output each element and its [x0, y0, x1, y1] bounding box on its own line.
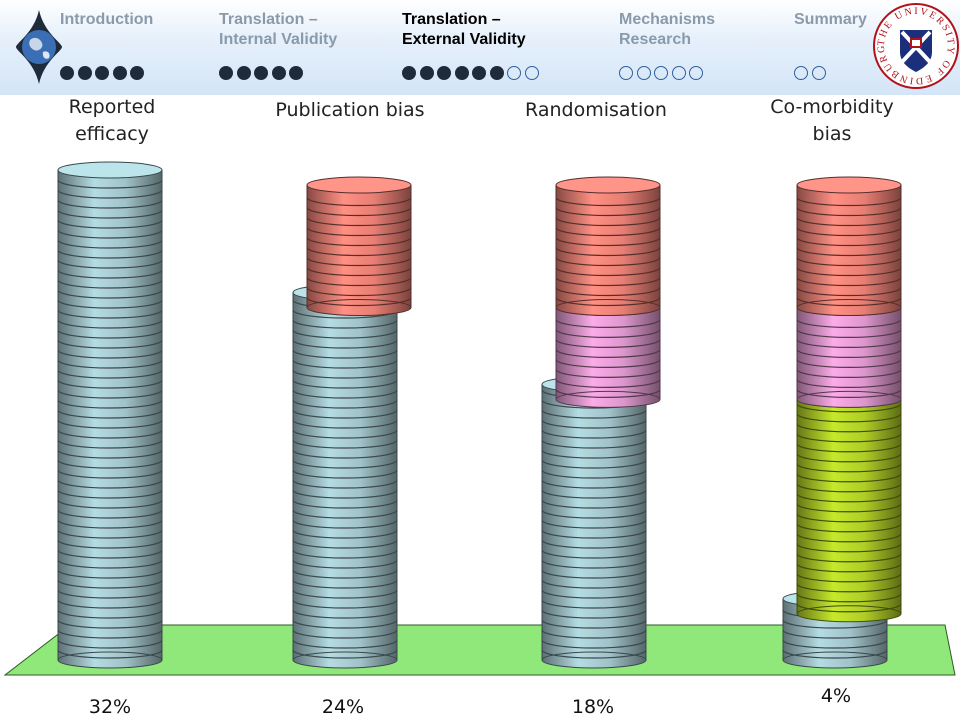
category-label-3: Randomisation — [525, 99, 667, 121]
category-label-4: Co-morbidity bias — [770, 96, 893, 145]
nav-progress-dots — [402, 66, 539, 80]
bar-removed-segment-2-1 — [306, 176, 412, 316]
university-crest-icon: THE UNIVERSITY OF EDINBURGH — [872, 2, 959, 89]
slide-dot-unvisited[interactable] — [507, 66, 521, 80]
nav-progress-dots — [619, 66, 703, 80]
chart-floor — [3, 624, 956, 676]
bar-remaining-1 — [57, 161, 163, 669]
slide-dot-unvisited[interactable] — [794, 66, 808, 80]
value-label-1: 32% — [89, 696, 131, 718]
slide-dot-visited[interactable] — [489, 66, 504, 80]
navigation-header: Introduction Translation – Internal Valid… — [0, 0, 960, 95]
nav-section-5[interactable]: Summary — [794, 10, 867, 30]
slide-dot-unvisited[interactable] — [654, 66, 668, 80]
bias-stack-chart: Reported efficacy 32% Publication bias 24% Ra… — [3, 96, 956, 718]
slide-dot-visited[interactable] — [472, 66, 486, 80]
value-label-4: 4% — [821, 685, 851, 707]
globe-icon — [16, 10, 62, 84]
slide-dot-unvisited[interactable] — [619, 66, 633, 80]
nav-section-4[interactable]: Mechanisms Research — [619, 10, 715, 50]
bar-remaining-2 — [292, 284, 398, 669]
value-label-3: 18% — [572, 696, 614, 718]
slide-dot-visited[interactable] — [419, 66, 434, 80]
nav-progress-dots — [219, 66, 303, 80]
nav-section-label: Translation – Internal Validity — [219, 11, 338, 48]
slide-dot-unvisited[interactable] — [524, 66, 539, 80]
slide-dot-unvisited[interactable] — [671, 66, 686, 80]
slide-dot-visited[interactable] — [130, 66, 144, 80]
slide-dot-visited[interactable] — [254, 66, 268, 80]
bar-removed-segment-3-2 — [555, 176, 661, 316]
slide-dot-visited[interactable] — [454, 66, 469, 80]
bar-remaining-3 — [541, 375, 647, 669]
slide-dot-visited[interactable] — [112, 66, 127, 80]
slide-dot-visited[interactable] — [77, 66, 92, 80]
slide-dot-visited[interactable] — [271, 66, 286, 80]
bar-removed-segment-4-3 — [796, 176, 902, 316]
slide-dot-visited[interactable] — [219, 66, 233, 80]
nav-section-label: Introduction — [60, 11, 154, 28]
nav-section-2[interactable]: Translation – Internal Validity — [219, 10, 337, 50]
bar-removed-segment-4-1 — [796, 390, 902, 623]
nav-progress-dots — [60, 66, 144, 80]
slide-dot-visited[interactable] — [289, 66, 303, 80]
slide-dot-visited[interactable] — [236, 66, 251, 80]
slide-dot-visited[interactable] — [402, 66, 416, 80]
slide-dot-visited[interactable] — [95, 66, 109, 80]
slide-dot-visited[interactable] — [437, 66, 451, 80]
slide-dot-unvisited[interactable] — [811, 66, 826, 80]
slide-dot-unvisited[interactable] — [689, 66, 703, 80]
category-label-2: Publication bias — [275, 99, 424, 121]
nav-section-label: Translation – External Validity — [402, 11, 526, 48]
value-label-2: 24% — [322, 696, 364, 718]
slide-dot-unvisited[interactable] — [636, 66, 651, 80]
nav-section-1[interactable]: Introduction — [60, 10, 153, 30]
nav-section-3[interactable]: Translation – External Validity — [402, 10, 526, 50]
nav-progress-dots — [794, 66, 826, 80]
nav-section-label: Summary — [794, 11, 867, 28]
category-label-1: Reported efficacy — [69, 96, 156, 145]
nav-section-label: Mechanisms Research — [619, 11, 716, 48]
slide-dot-visited[interactable] — [60, 66, 74, 80]
